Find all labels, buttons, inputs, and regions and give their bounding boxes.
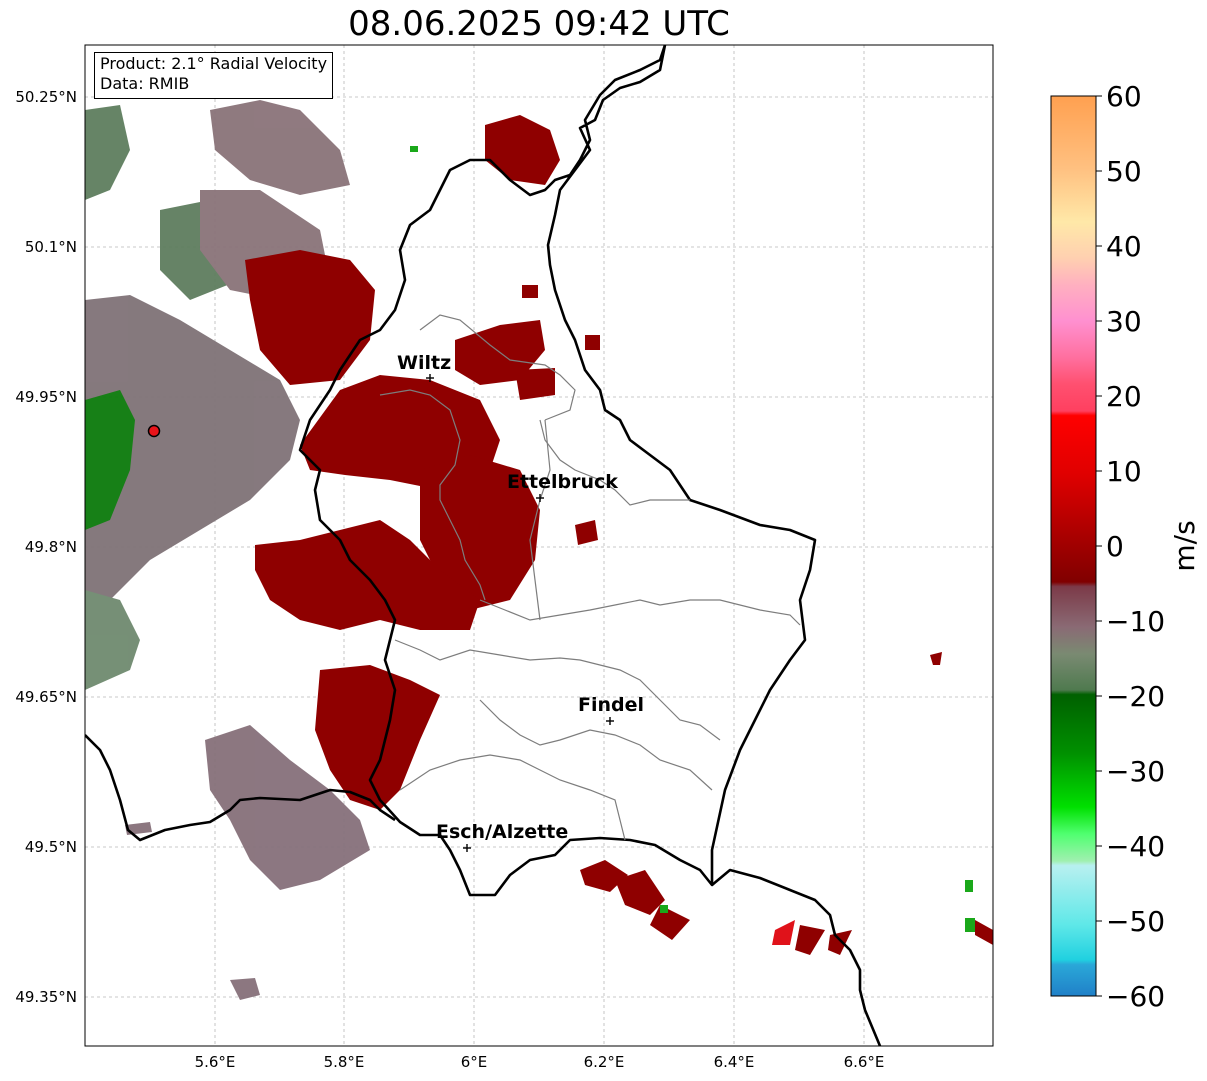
- radar-echoes-approaching: [410, 146, 975, 932]
- colorbar-tick-label: −40: [1106, 830, 1165, 863]
- lon-tick-label: 6.2°E: [584, 1053, 625, 1071]
- lat-tick-labels: 50.25°N 50.1°N 49.95°N 49.8°N 49.65°N 49…: [15, 88, 77, 1006]
- lon-tick-labels: 5.6°E 5.8°E 6°E 6.2°E 6.4°E 6.6°E: [195, 1053, 885, 1071]
- radar-echoes-receding: [245, 115, 993, 955]
- lon-tick-label: 6°E: [461, 1053, 488, 1071]
- colorbar-tick-label: 50: [1106, 155, 1142, 188]
- lat-tick-label: 50.1°N: [25, 238, 77, 256]
- product-info-box: Product: 2.1° Radial Velocity Data: RMIB: [94, 52, 334, 99]
- colorbar-tick-label: −50: [1106, 905, 1165, 938]
- colorbar-tick-label: 30: [1106, 305, 1142, 338]
- colorbar-tick-label: −30: [1106, 755, 1165, 788]
- colorbar: 60 50 40 30 20 10 0 −10 −20 −30 −40 −50 −60 m/s: [1050, 80, 1201, 1013]
- city-label-wiltz: Wiltz: [397, 352, 451, 374]
- colorbar-tick-label: 40: [1106, 230, 1142, 263]
- colorbar-ticks: 60 50 40 30 20 10 0 −10 −20 −30 −40 −50 −60: [1096, 80, 1165, 1013]
- lat-tick-label: 49.65°N: [15, 688, 77, 706]
- city-label-ettelbruck: Ettelbruck: [507, 471, 618, 493]
- colorbar-scale: [1050, 95, 1097, 997]
- city-label-esch-alzette: Esch/Alzette: [436, 821, 568, 843]
- canton-borders: [379, 314, 801, 841]
- colorbar-tick-label: −20: [1106, 680, 1165, 713]
- lat-tick-label: 50.25°N: [15, 88, 77, 106]
- lon-tick-label: 6.4°E: [714, 1053, 755, 1071]
- lat-tick-label: 49.95°N: [15, 388, 77, 406]
- colorbar-tick-label: −10: [1106, 605, 1165, 638]
- plot-frame: [84, 44, 994, 1047]
- product-label: Product: 2.1° Radial Velocity: [100, 54, 328, 73]
- country-border-belgium-france: [85, 734, 396, 842]
- colorbar-unit-label: m/s: [1168, 520, 1201, 571]
- city-label-findel: Findel: [578, 694, 644, 716]
- city-markers: [426, 374, 614, 852]
- radar-site-marker: [147, 424, 161, 438]
- lat-tick-label: 49.35°N: [15, 988, 77, 1006]
- country-border-luxembourg: [298, 45, 817, 897]
- lon-tick-label: 5.6°E: [195, 1053, 236, 1071]
- colorbar-tick-label: −60: [1106, 980, 1165, 1013]
- country-border-france-germany: [711, 868, 882, 1046]
- lat-tick-label: 49.8°N: [25, 538, 77, 556]
- colorbar-tick-label: 0: [1106, 530, 1124, 563]
- radar-echoes-neutral: [85, 100, 370, 1000]
- colorbar-tick-label: 20: [1106, 380, 1142, 413]
- lat-tick-label: 49.5°N: [25, 838, 77, 856]
- map-title: 08.06.2025 09:42 UTC: [348, 4, 730, 44]
- colorbar-tick-label: 10: [1106, 455, 1142, 488]
- data-source-label: Data: RMIB: [100, 74, 190, 93]
- lon-tick-label: 5.8°E: [324, 1053, 365, 1071]
- lon-tick-label: 6.6°E: [844, 1053, 885, 1071]
- colorbar-tick-label: 60: [1106, 80, 1142, 113]
